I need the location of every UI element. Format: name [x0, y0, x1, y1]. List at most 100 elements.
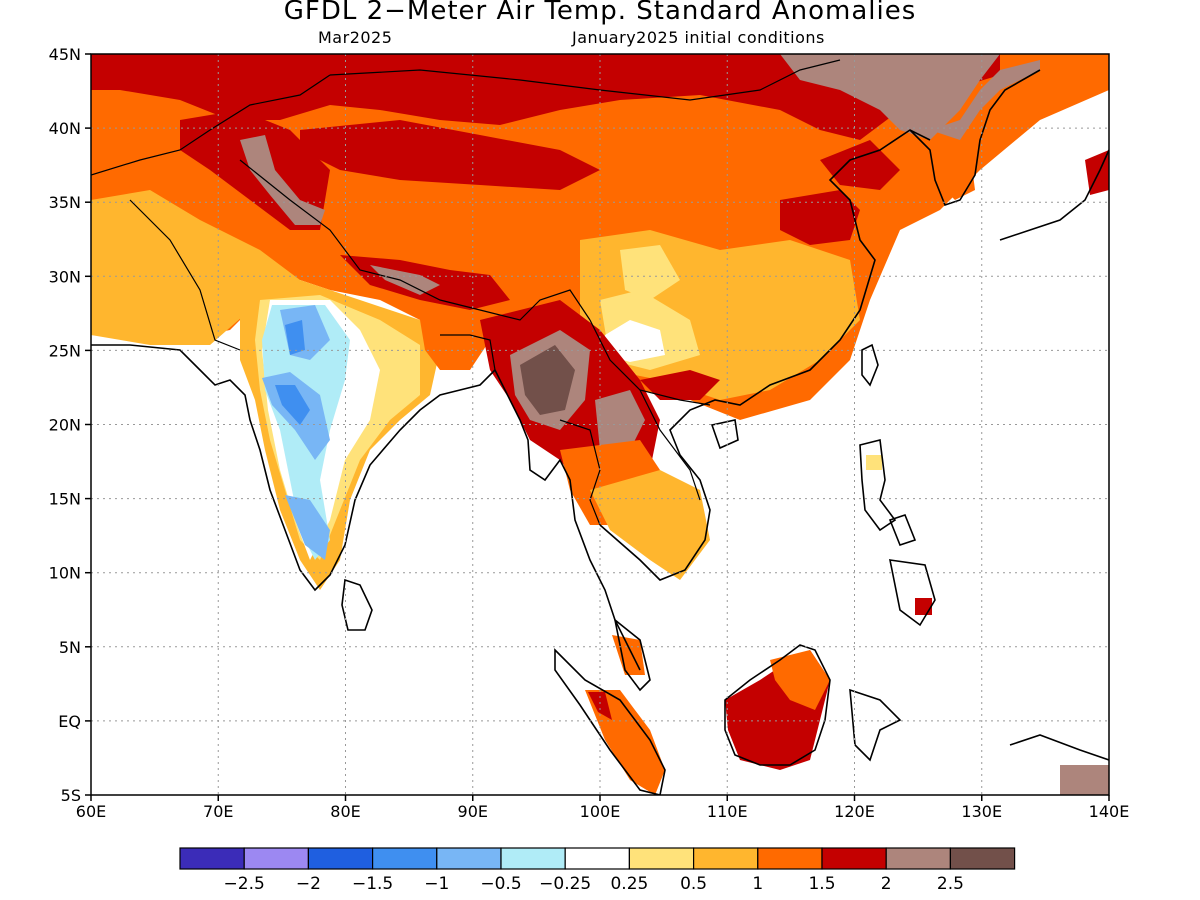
coast-borneo [724, 644, 831, 766]
x-tick-label: 110E [707, 802, 748, 821]
colorbar-swatch [436, 847, 502, 870]
field-brown-laos [595, 390, 645, 450]
colorbar-swatch [692, 847, 759, 870]
y-tick-label: 30N [49, 267, 81, 286]
field-darkblue-india-west [275, 385, 310, 425]
colorbar-swatch [949, 847, 1016, 870]
colorbar-swatch [307, 847, 374, 870]
colorbar-swatch [757, 847, 823, 870]
field-darkred-southchina [640, 370, 720, 400]
borders [91, 59, 841, 526]
field-orange-korea [940, 150, 975, 200]
y-tick-label: 15N [49, 490, 81, 509]
field-darkred-eastchina [780, 190, 860, 245]
colorbar: −2.5 −2 −1.5 −1 −0.5 −0.25 0.25 0.5 1 1.5 2 2.5 [179, 847, 1016, 894]
field-brown-mongolia [780, 54, 1000, 140]
coastlines [91, 69, 1109, 795]
coast-indochina [599, 129, 931, 581]
field-white-southchina [605, 320, 665, 362]
colorbar-label: −2 [296, 874, 321, 894]
gridlines [91, 54, 1109, 795]
coast-sumatra [554, 648, 666, 795]
field-brown-korea [930, 60, 1040, 140]
field-lightorange-indochina [590, 470, 710, 580]
field-yellow-luzon [866, 455, 882, 470]
colorbar-swatch [885, 847, 952, 870]
field-darkred-mongolia [91, 54, 1000, 140]
axes: 60E 70E 80E 90E 100E 110E 120E 130E 140E 45N 40N 35… [49, 45, 1130, 821]
initial-conditions: January2025 initial conditions [572, 28, 825, 47]
x-tick-label: 140E [1089, 802, 1130, 821]
colorbar-label: −2.5 [224, 874, 265, 894]
coast-srilanka [341, 578, 373, 631]
colorbar-label: 0.5 [680, 874, 707, 894]
colorbar-label: 2.5 [937, 874, 964, 894]
y-tick-label: 40N [49, 119, 81, 138]
x-tick-label: 120E [834, 802, 875, 821]
colorbar-swatch [372, 847, 438, 870]
coast-korea [909, 69, 1041, 206]
coast-philippines-mid [888, 514, 917, 546]
forecast-month: Mar2025 [318, 28, 393, 47]
x-tick-label: 100E [580, 802, 621, 821]
colorbar-label: 2 [881, 874, 892, 894]
border-myanmar-thai [559, 419, 601, 526]
colorbar-label: 0.25 [610, 874, 648, 894]
x-tick-label: 70E [203, 802, 233, 821]
coast-india [91, 344, 496, 592]
colorbar-label: 1.5 [808, 874, 835, 894]
coast-sulawesi [849, 688, 902, 762]
field-brown-pamir [240, 135, 325, 225]
colorbar-label: −0.25 [539, 874, 591, 894]
y-tick-label: 35N [49, 193, 81, 212]
field-yellow-china-central [620, 245, 680, 300]
field-darkred-manchuria [820, 140, 900, 190]
x-tick-label: 60E [76, 802, 106, 821]
colorbar-swatch [821, 847, 887, 870]
colorbar-swatch [243, 847, 309, 870]
field-darkblue-india [285, 320, 305, 355]
coast-newguinea [1009, 734, 1109, 761]
y-tick-label: 10N [49, 564, 81, 583]
y-tick-label: 45N [49, 45, 81, 64]
border-mongolia [329, 59, 841, 101]
colorbar-label: −1 [424, 874, 449, 894]
colorbar-label: 1 [752, 874, 763, 894]
field-brown-japan [1060, 765, 1109, 795]
x-tick-label: 90E [458, 802, 488, 821]
coast-luzon [859, 439, 897, 532]
border-pakistan [129, 199, 241, 351]
coast-taiwan [861, 343, 879, 387]
colorbar-label: −1.5 [352, 874, 393, 894]
colorbar-label: −0.5 [480, 874, 521, 894]
coast-malaya [613, 618, 651, 692]
coast-myanmar-thailand [494, 369, 641, 671]
field-darkbrown-myanmar [520, 345, 575, 415]
field-darkred-sumatra [588, 692, 612, 720]
border-central-asia [91, 74, 331, 176]
y-tick-label: 20N [49, 416, 81, 435]
field-darkred-tarim [300, 120, 600, 190]
field-darkred-mindanao [915, 598, 932, 615]
coast-japan [999, 149, 1109, 241]
colorbar-swatch [564, 847, 631, 870]
map-title: GFDL 2−Meter Air Temp. Standard Anomalie… [283, 0, 917, 26]
y-tick-label: 5N [59, 638, 81, 657]
border-himalaya [239, 159, 591, 321]
colorbar-swatch [628, 847, 695, 870]
field-darkred-japan [1085, 150, 1109, 195]
field-orange-bengal [420, 320, 490, 370]
field-blue-india-south [285, 495, 330, 560]
field-orange-sumatra [585, 690, 665, 795]
y-tick-label: 5S [61, 786, 81, 805]
y-tick-label: 25N [49, 341, 81, 360]
field-brown-himalaya [370, 265, 440, 295]
border-laos-vietnam [639, 389, 701, 501]
field-orange-borneo [770, 650, 830, 710]
y-tick-label: EQ [58, 712, 81, 731]
coast-mindanao [888, 559, 936, 627]
colorbar-swatch [500, 847, 566, 870]
x-tick-label: 130E [961, 802, 1002, 821]
border-bangladesh [440, 334, 496, 371]
